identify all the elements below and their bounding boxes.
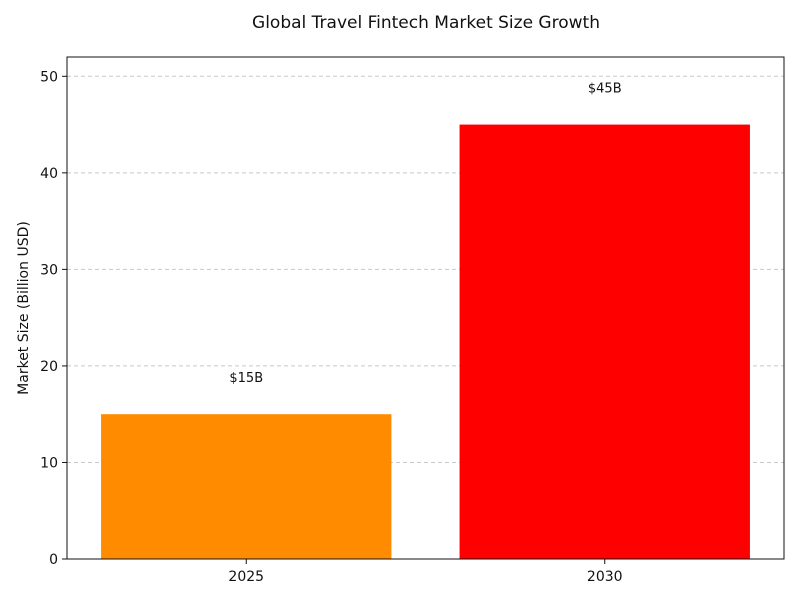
plot-frame xyxy=(66,56,785,560)
y-axis-label: Market Size (Billion USD) xyxy=(16,221,32,395)
y-tick-label: 40 xyxy=(40,166,58,182)
x-tick-label: 2030 xyxy=(587,569,623,585)
data-label-2030: $45B xyxy=(588,82,622,97)
x-tick-label: 2025 xyxy=(228,569,264,585)
y-tick-label: 10 xyxy=(40,455,58,471)
chart-title: Global Travel Fintech Market Size Growth xyxy=(252,13,600,33)
bar-2025 xyxy=(101,414,392,559)
y-tick-label: 20 xyxy=(40,359,58,375)
bar-2030 xyxy=(459,124,750,560)
data-label-2025: $15B xyxy=(229,371,263,386)
x-axis: 2025 2030 xyxy=(228,559,623,585)
y-tick-label: 0 xyxy=(49,552,58,568)
data-labels: $15B $45B xyxy=(229,82,621,387)
y-axis: 0 10 20 30 40 50 xyxy=(40,69,67,568)
bars xyxy=(101,124,750,560)
y-tick-label: 30 xyxy=(40,262,58,278)
y-tick-label: 50 xyxy=(40,69,58,85)
